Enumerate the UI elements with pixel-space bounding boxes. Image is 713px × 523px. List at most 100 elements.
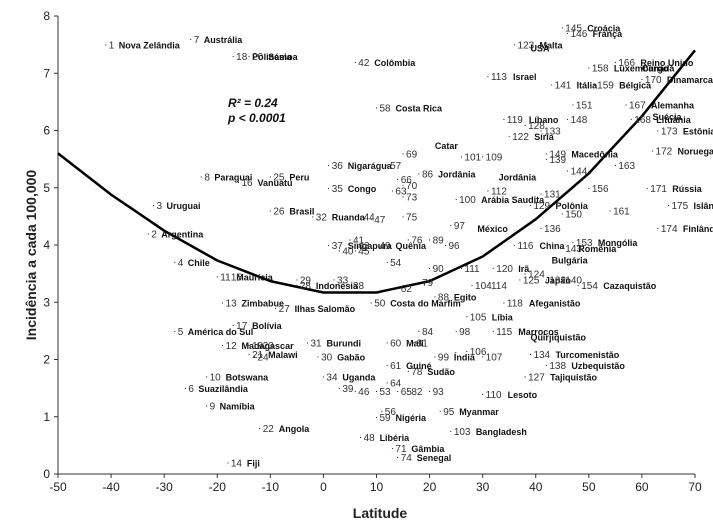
y-tick-label: 8 bbox=[43, 9, 50, 23]
point-marker: · bbox=[529, 349, 532, 360]
data-point: · 110 Lesoto bbox=[481, 389, 538, 401]
point-marker: · bbox=[306, 337, 309, 348]
data-point: · 27 Ilhas Salomão bbox=[274, 303, 356, 315]
data-point: · 79 bbox=[417, 277, 433, 289]
point-number: 47 bbox=[374, 215, 386, 226]
point-country-label: Sudão bbox=[427, 367, 455, 377]
data-point: · 11 Maurícia bbox=[216, 271, 274, 283]
data-point: · 32 Ruanda bbox=[311, 211, 366, 223]
point-country-label: Síria bbox=[534, 132, 555, 142]
data-point: · 128 bbox=[523, 120, 545, 132]
data-point: · 171 Rússia bbox=[646, 183, 703, 195]
point-marker: · bbox=[375, 412, 378, 423]
point-country-label: Burundi bbox=[326, 338, 361, 348]
point-marker: · bbox=[614, 57, 617, 68]
point-number: 49 bbox=[380, 241, 392, 252]
data-point: · 75 bbox=[401, 211, 417, 223]
point-country-label: Índia bbox=[454, 353, 476, 363]
point-country-label: América do Sul bbox=[188, 327, 254, 337]
data-point: · 167 Alemanha bbox=[624, 100, 695, 112]
point-marker: · bbox=[327, 183, 330, 194]
point-number: 168 bbox=[634, 115, 651, 126]
point-marker: · bbox=[640, 74, 643, 85]
data-point: · 21 Malawi bbox=[247, 349, 297, 361]
data-point: · 40 bbox=[338, 246, 354, 258]
point-marker: · bbox=[274, 303, 277, 314]
point-marker: · bbox=[173, 326, 176, 337]
data-point: · 69 bbox=[401, 148, 417, 160]
data-point: · 5 América do Sul bbox=[173, 326, 253, 338]
point-marker: · bbox=[221, 297, 224, 308]
point-country-label: Bélgica bbox=[619, 81, 652, 91]
point-number: 30 bbox=[321, 353, 333, 364]
data-point: · 26 Brasil bbox=[269, 206, 315, 218]
point-marker: · bbox=[412, 337, 415, 348]
point-number: 11 bbox=[220, 272, 231, 283]
point-marker: · bbox=[258, 340, 261, 351]
data-point: · 100 Arábia Saudita bbox=[454, 194, 545, 206]
point-number: 58 bbox=[380, 104, 392, 115]
data-point: · 81 bbox=[412, 337, 428, 349]
point-number: 70 bbox=[406, 181, 418, 192]
point-country-label: Ilhas Salomão bbox=[295, 304, 356, 314]
data-point: · 89 bbox=[428, 234, 444, 246]
point-number: 106 bbox=[470, 347, 487, 358]
point-number: 13 bbox=[226, 298, 238, 309]
point-marker: · bbox=[147, 229, 150, 240]
point-country-label: Afeganistão bbox=[529, 298, 581, 308]
point-marker: · bbox=[354, 240, 357, 251]
point-number: 136 bbox=[544, 224, 561, 235]
country-label: Suécia bbox=[653, 112, 683, 122]
data-point: · 62 bbox=[396, 283, 412, 295]
point-marker: · bbox=[327, 160, 330, 171]
data-point: · 116 China bbox=[513, 240, 566, 252]
point-country-label: Mongólia bbox=[598, 238, 638, 248]
point-country-label: Islândia bbox=[693, 201, 713, 211]
point-marker: · bbox=[587, 63, 590, 74]
point-marker: · bbox=[561, 274, 564, 285]
point-country-label: Uganda bbox=[342, 373, 376, 383]
point-number: 21 bbox=[252, 350, 264, 361]
point-marker: · bbox=[508, 131, 511, 142]
point-country-label: Paraguai bbox=[214, 172, 252, 182]
data-point: · 60 Mali bbox=[385, 337, 423, 349]
point-country-label: Croácia bbox=[587, 23, 621, 33]
point-number: 37 bbox=[332, 241, 344, 252]
point-number: 153 bbox=[576, 238, 593, 249]
data-point: · 74 Senegal bbox=[396, 452, 451, 464]
point-country-label: Lituânia bbox=[656, 115, 691, 125]
data-point: · 73 bbox=[401, 191, 417, 203]
data-point: · 119 Líbano bbox=[502, 114, 559, 126]
point-marker: · bbox=[439, 406, 442, 417]
data-point: · 7 Austrália bbox=[189, 34, 243, 46]
point-marker: · bbox=[428, 263, 431, 274]
y-tick-label: 6 bbox=[43, 124, 50, 138]
point-country-label: Bangladesh bbox=[476, 427, 527, 437]
point-marker: · bbox=[385, 360, 388, 371]
x-tick-label: -20 bbox=[209, 480, 227, 494]
point-number: 159 bbox=[597, 81, 614, 92]
point-marker: · bbox=[401, 180, 404, 191]
point-marker: · bbox=[486, 280, 489, 291]
point-marker: · bbox=[205, 372, 208, 383]
fit-curve bbox=[57, 49, 696, 294]
data-point: · 13 Zimbabue bbox=[221, 297, 284, 309]
point-marker: · bbox=[247, 340, 250, 351]
point-marker: · bbox=[550, 80, 553, 91]
point-marker: · bbox=[311, 211, 314, 222]
data-point: · 20 Samoa bbox=[247, 51, 298, 63]
point-marker: · bbox=[417, 326, 420, 337]
point-marker: · bbox=[269, 206, 272, 217]
country-label: México bbox=[477, 224, 508, 234]
point-country-label: Zimbabue bbox=[242, 298, 285, 308]
point-country-label: Luxemburgo bbox=[614, 64, 669, 74]
point-marker: · bbox=[253, 352, 256, 363]
point-country-label: Maurícia bbox=[236, 272, 274, 282]
point-marker: · bbox=[232, 320, 235, 331]
point-marker: · bbox=[561, 22, 564, 33]
data-point: · 122 Síria bbox=[508, 131, 555, 143]
point-marker: · bbox=[561, 243, 564, 254]
point-number: 96 bbox=[449, 241, 461, 252]
point-marker: · bbox=[592, 80, 595, 91]
point-number: 161 bbox=[613, 207, 630, 218]
